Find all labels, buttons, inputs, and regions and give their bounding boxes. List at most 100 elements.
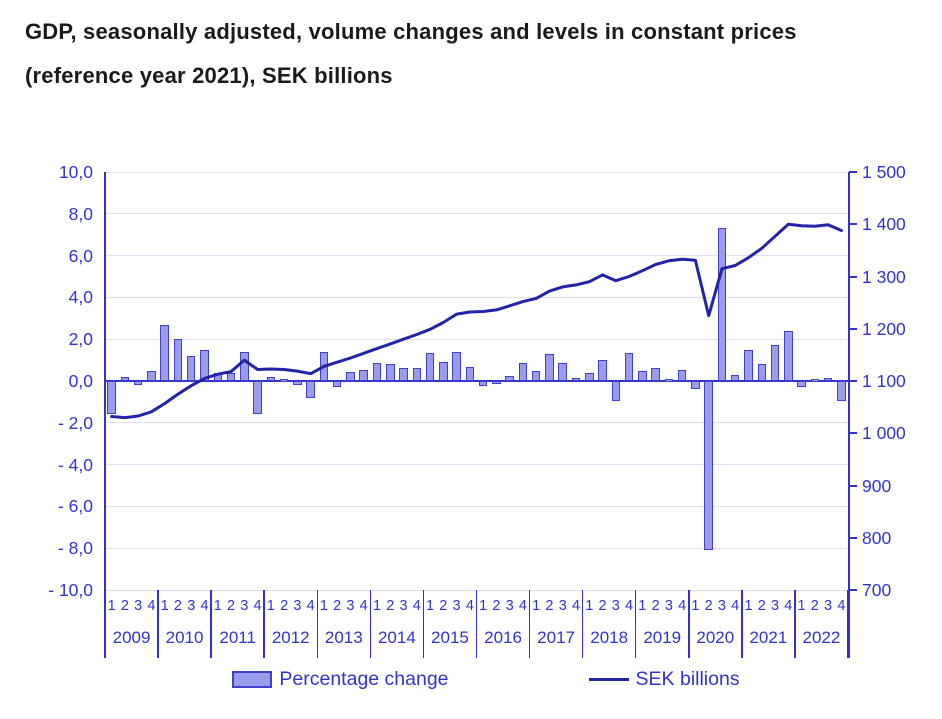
bar-2022-q3 <box>823 377 833 381</box>
quarter-tick-label: 3 <box>505 598 514 614</box>
gridline-left-2 <box>105 338 848 340</box>
x-axis-year-label-2009: 2009 <box>112 628 151 647</box>
x-axis-year-label-2017: 2017 <box>537 628 575 647</box>
quarter-tick-label: 1 <box>638 598 647 614</box>
bar-2016-q3 <box>505 375 514 381</box>
quarter-tick-label: 3 <box>611 598 620 614</box>
quarter-tick-label: 2 <box>227 598 236 614</box>
y-axis-right-tick <box>849 589 857 591</box>
bar-2017-q2 <box>545 353 554 381</box>
legend-bar-swatch-icon <box>232 671 273 688</box>
quarter-tick-label: 3 <box>717 598 726 614</box>
chart-title: GDP, seasonally adjusted, volume changes… <box>25 10 925 98</box>
quarter-tick-label: 1 <box>266 598 275 614</box>
x-axis-year-separator <box>741 590 743 658</box>
x-axis-year-separator <box>316 590 319 658</box>
x-axis-year-separator <box>157 590 159 658</box>
x-axis-year-separator <box>688 590 690 658</box>
quarter-tick-label: 3 <box>293 598 302 614</box>
bar-2009-q2 <box>120 376 130 381</box>
legend-bar-label: Percentage change <box>279 668 449 690</box>
gridline-left-6 <box>105 255 848 257</box>
quarter-tick-label: 4 <box>200 598 209 614</box>
y-axis-right-tick <box>849 432 857 435</box>
y-axis-right-tick-label: 1 400 <box>862 214 906 235</box>
bar-2017-q4 <box>571 377 581 381</box>
bar-2014-q3 <box>399 368 408 381</box>
bar-2018-q1 <box>585 372 594 381</box>
y-axis-left-tick-label: - 10,0 <box>48 580 93 600</box>
bar-2021-q4 <box>784 330 793 381</box>
bar-2012-q4 <box>306 381 315 398</box>
bar-2009-q4 <box>147 370 156 381</box>
quarter-tick-label: 1 <box>107 598 116 614</box>
x-axis-year-label-2015: 2015 <box>431 628 469 647</box>
bar-2012-q1 <box>266 376 276 381</box>
legend-line-label: SEK billions <box>635 668 740 690</box>
y-axis-left-tick-label: 0,0 <box>68 371 93 391</box>
bar-2018-q3 <box>611 381 621 401</box>
bar-2021-q1 <box>744 349 753 381</box>
quarter-tick-label: 1 <box>691 598 700 614</box>
quarter-tick-label: 2 <box>439 598 448 614</box>
bar-2010-q2 <box>173 339 183 381</box>
bar-2017-q3 <box>558 363 567 381</box>
y-axis-left-tick-label: - 6,0 <box>57 496 93 517</box>
bar-2009-q1 <box>107 381 116 415</box>
quarter-tick-label: 4 <box>731 598 740 614</box>
quarter-tick-label: 3 <box>346 598 355 614</box>
quarter-tick-label: 1 <box>532 598 541 614</box>
quarter-tick-label: 4 <box>359 598 368 614</box>
quarter-tick-label: 4 <box>253 598 262 614</box>
quarter-tick-label: 2 <box>598 598 607 614</box>
x-axis-year-label-2020: 2020 <box>696 628 735 647</box>
gridline-left-10 <box>105 171 848 173</box>
y-axis-right-tick-label: 1 100 <box>862 371 906 391</box>
quarter-tick-label: 2 <box>757 598 766 614</box>
quarter-tick-label: 4 <box>784 598 793 614</box>
quarter-tick-label: 1 <box>479 598 488 614</box>
y-axis-right-tick-label: 1 500 <box>862 162 906 182</box>
x-axis-year-separator <box>475 590 478 658</box>
y-axis-left-line <box>103 172 106 658</box>
bar-2013-q1 <box>319 351 329 381</box>
bar-2010-q3 <box>186 355 196 381</box>
bar-2019-q4 <box>677 369 687 381</box>
quarter-tick-label: 1 <box>426 598 435 614</box>
chart-title-line1: GDP, seasonally adjusted, volume changes… <box>25 19 797 44</box>
bar-2011-q3 <box>240 351 249 381</box>
bar-2018-q4 <box>624 352 634 381</box>
bar-2015-q3 <box>452 351 461 381</box>
bar-2011-q1 <box>213 372 223 381</box>
quarter-tick-label: 4 <box>465 598 474 614</box>
chart-legend: Percentage change SEK billions <box>0 668 942 691</box>
bar-2022-q4 <box>837 381 846 401</box>
x-axis-year-separator <box>263 590 265 658</box>
bar-2015-q2 <box>439 362 448 381</box>
legend-item-sek-billions: SEK billions <box>588 668 740 691</box>
x-axis-year-label-2021: 2021 <box>749 628 788 647</box>
x-axis-year-separator <box>581 590 584 658</box>
gridline-left-8 <box>105 213 848 215</box>
bar-2009-q3 <box>133 381 143 386</box>
bar-2020-q3 <box>717 228 727 381</box>
bar-2021-q2 <box>757 364 766 381</box>
bar-2012-q2 <box>279 378 289 382</box>
y-axis-right-tick <box>849 223 857 226</box>
bar-2019-q3 <box>664 378 674 382</box>
y-axis-right-tick <box>849 171 857 173</box>
y-axis-right-tick-label: 700 <box>862 580 892 600</box>
quarter-tick-label: 2 <box>173 598 182 614</box>
quarter-tick-label: 1 <box>319 598 328 614</box>
bar-2016-q1 <box>478 381 488 387</box>
y-axis-right-tick-label: 1 000 <box>862 423 906 444</box>
